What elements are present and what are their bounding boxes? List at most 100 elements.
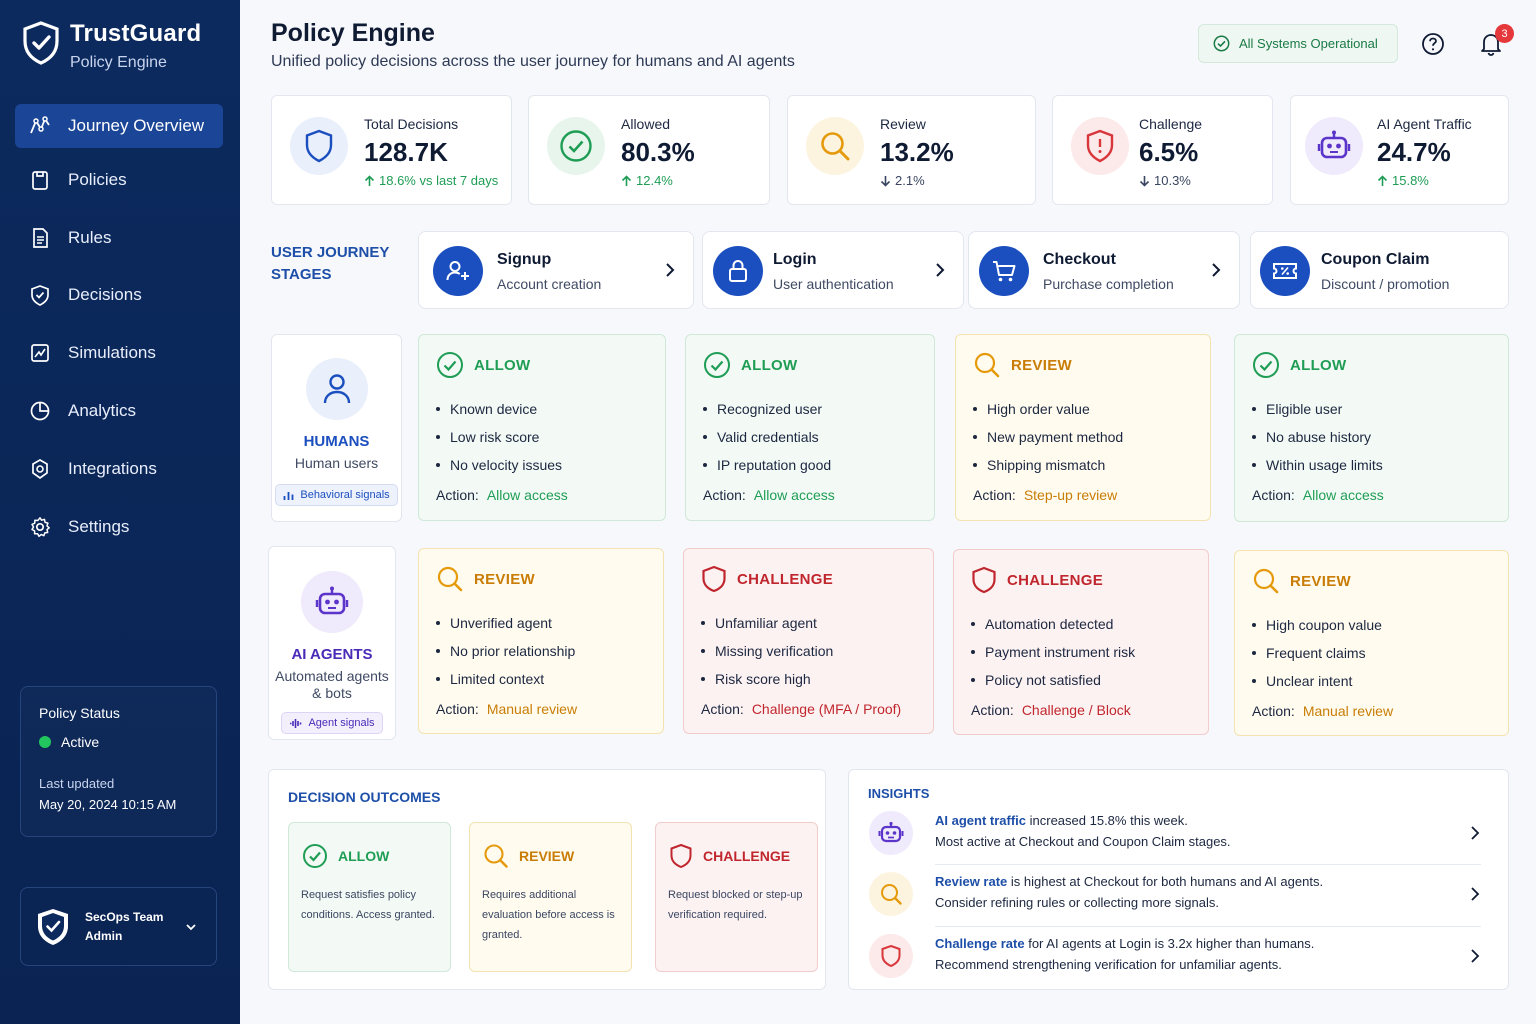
stat-card-total-decisions[interactable]: Total Decisions 128.7K 18.6% vs last 7 d… — [271, 95, 512, 205]
stat-change: 2.1% — [880, 173, 925, 188]
insight-item[interactable]: AI agent traffic increased 15.8% this we… — [869, 811, 1481, 871]
decision-label: CHALLENGE — [1007, 571, 1104, 589]
stat-card-review[interactable]: Review 13.2% 2.1% — [787, 95, 1036, 205]
action-value: Step-up review — [1023, 487, 1118, 503]
page-title: Policy Engine — [271, 19, 435, 47]
stage-subtitle: Discount / promotion — [1321, 276, 1450, 292]
heading-line: USER JOURNEY — [271, 244, 390, 261]
action-label: Action: — [436, 487, 479, 503]
notifications-button[interactable] — [1477, 30, 1505, 58]
insight-text: Review rate is highest at Checkout for b… — [935, 871, 1323, 913]
check-circle-icon — [703, 351, 731, 379]
system-status-badge[interactable]: All Systems Operational — [1198, 24, 1398, 63]
nav-item-simulations[interactable]: Simulations — [15, 331, 223, 375]
waveform-icon — [289, 718, 302, 729]
decision-card-agent-coupon[interactable]: REVIEW High coupon value Frequent claims U… — [1234, 550, 1509, 736]
help-button[interactable] — [1420, 31, 1446, 57]
shield-alert-icon — [701, 565, 727, 593]
stat-card-ai-agent-traffic[interactable]: AI Agent Traffic 24.7% 15.8% — [1290, 95, 1509, 205]
stat-card-allowed[interactable]: Allowed 80.3% 12.4% — [528, 95, 770, 205]
nav-item-analytics[interactable]: Analytics — [15, 389, 223, 433]
chip-label: Behavioral signals — [300, 489, 390, 501]
stage-login[interactable]: Login User authentication — [702, 231, 964, 309]
insight-item[interactable]: Review rate is highest at Checkout for b… — [869, 872, 1481, 932]
stat-value: 13.2% — [880, 137, 954, 167]
insights-panel: INSIGHTS AI agent traffic increased 15.8… — [848, 769, 1509, 990]
decision-card-human-signup[interactable]: ALLOW Known device Low risk score No veloc… — [418, 334, 666, 521]
chevron-right-icon — [1469, 825, 1481, 841]
action-line: Action: Allow access — [436, 487, 568, 503]
nav-item-rules[interactable]: Rules — [15, 216, 223, 260]
decision-card-human-checkout[interactable]: REVIEW High order value New payment metho… — [955, 334, 1211, 521]
brand-logo[interactable]: TrustGuard Policy Engine — [22, 20, 201, 74]
list-item: Frequent claims — [1252, 639, 1382, 667]
chip-label: Agent signals — [308, 717, 375, 729]
nav-item-policies[interactable]: Policies — [15, 158, 223, 202]
nav-item-decisions[interactable]: Decisions — [15, 273, 223, 317]
stat-change-text: 15.8% — [1392, 173, 1429, 188]
decision-label: CHALLENGE — [737, 570, 834, 588]
settings-icon — [29, 516, 51, 538]
stat-change: 15.8% — [1377, 173, 1429, 188]
behavioral-signals-chip[interactable]: Behavioral signals — [275, 484, 398, 506]
insight-line: AI agent traffic increased 15.8% this we… — [935, 810, 1231, 831]
nav-label: Settings — [68, 517, 130, 536]
decision-card-agent-checkout[interactable]: CHALLENGE Automation detected Payment ins… — [953, 549, 1209, 735]
list-item: Risk score high — [701, 665, 833, 693]
nav-label: Decisions — [68, 285, 142, 304]
stage-coupon-claim[interactable]: Coupon Claim Discount / promotion — [1250, 231, 1509, 309]
shield-icon — [290, 117, 348, 175]
insight-text: AI agent traffic increased 15.8% this we… — [935, 810, 1231, 852]
list-item: Unverified agent — [436, 609, 575, 637]
stat-value: 128.7K — [364, 137, 448, 167]
nav-item-journey-overview[interactable]: Journey Overview — [15, 104, 223, 148]
shield-logo-icon — [22, 21, 60, 65]
agent-signals-chip[interactable]: Agent signals — [281, 712, 383, 734]
user-menu[interactable]: SecOps Team Admin — [20, 887, 217, 966]
decision-label: ALLOW — [474, 356, 531, 374]
decision-header: CHALLENGE — [971, 566, 1103, 594]
decision-card-human-coupon[interactable]: ALLOW Eligible user No abuse history Withi… — [1234, 334, 1509, 522]
actor-title: AI AGENTS — [291, 646, 373, 663]
nav-label: Policies — [68, 170, 127, 189]
stage-checkout[interactable]: Checkout Purchase completion — [968, 231, 1240, 309]
brand-title: TrustGuard — [70, 20, 202, 47]
stat-label: Total Decisions — [364, 116, 459, 132]
action-value: Challenge (MFA / Proof) — [751, 701, 902, 717]
insight-item[interactable]: Challenge rate for AI agents at Login is… — [869, 934, 1481, 994]
policy-status-panel: Policy Status Active Last updated May 20… — [20, 686, 217, 837]
stat-label: Challenge — [1139, 116, 1203, 132]
search-icon — [483, 843, 509, 869]
decision-card-agent-login[interactable]: CHALLENGE Unfamiliar agent Missing verifi… — [683, 548, 934, 734]
insight-rest: increased 15.8% this week. — [1026, 813, 1188, 828]
stat-card-challenge[interactable]: Challenge 6.5% 10.3% — [1052, 95, 1273, 205]
decisions-icon — [29, 284, 51, 306]
check-circle-icon — [547, 117, 605, 175]
lock-icon — [713, 246, 763, 296]
chevron-down-icon[interactable] — [184, 920, 198, 934]
action-label: Action: — [701, 701, 744, 717]
search-icon — [806, 117, 864, 175]
outcome-challenge: CHALLENGE Request blocked or step-up ver… — [655, 822, 818, 972]
chevron-right-icon — [1209, 262, 1223, 278]
arrow-down-icon — [1139, 175, 1150, 187]
list-item: Valid credentials — [703, 423, 831, 451]
criteria-list: Recognized user Valid credentials IP reput… — [703, 395, 831, 479]
system-status-text: All Systems Operational — [1239, 36, 1378, 51]
stat-change-text: 2.1% — [895, 173, 925, 188]
action-label: Action: — [1252, 487, 1295, 503]
stage-signup[interactable]: Signup Account creation — [418, 231, 694, 309]
insight-lead: Challenge rate — [935, 936, 1025, 951]
nav-item-integrations[interactable]: Integrations — [15, 447, 223, 491]
decision-header: ALLOW — [703, 351, 797, 379]
journey-stages-heading: USER JOURNEY STAGES — [271, 242, 401, 286]
stage-title: Login — [773, 251, 817, 268]
status-dot-icon — [39, 736, 51, 748]
chevron-right-icon — [1469, 948, 1481, 964]
decision-card-agent-signup[interactable]: REVIEW Unverified agent No prior relation… — [418, 548, 664, 734]
decision-card-human-login[interactable]: ALLOW Recognized user Valid credentials IP… — [685, 334, 935, 521]
decision-label: REVIEW — [474, 570, 535, 588]
nav-item-settings[interactable]: Settings — [15, 505, 223, 549]
heading-line: STAGES — [271, 266, 332, 283]
brand-subtitle: Policy Engine — [70, 54, 167, 71]
